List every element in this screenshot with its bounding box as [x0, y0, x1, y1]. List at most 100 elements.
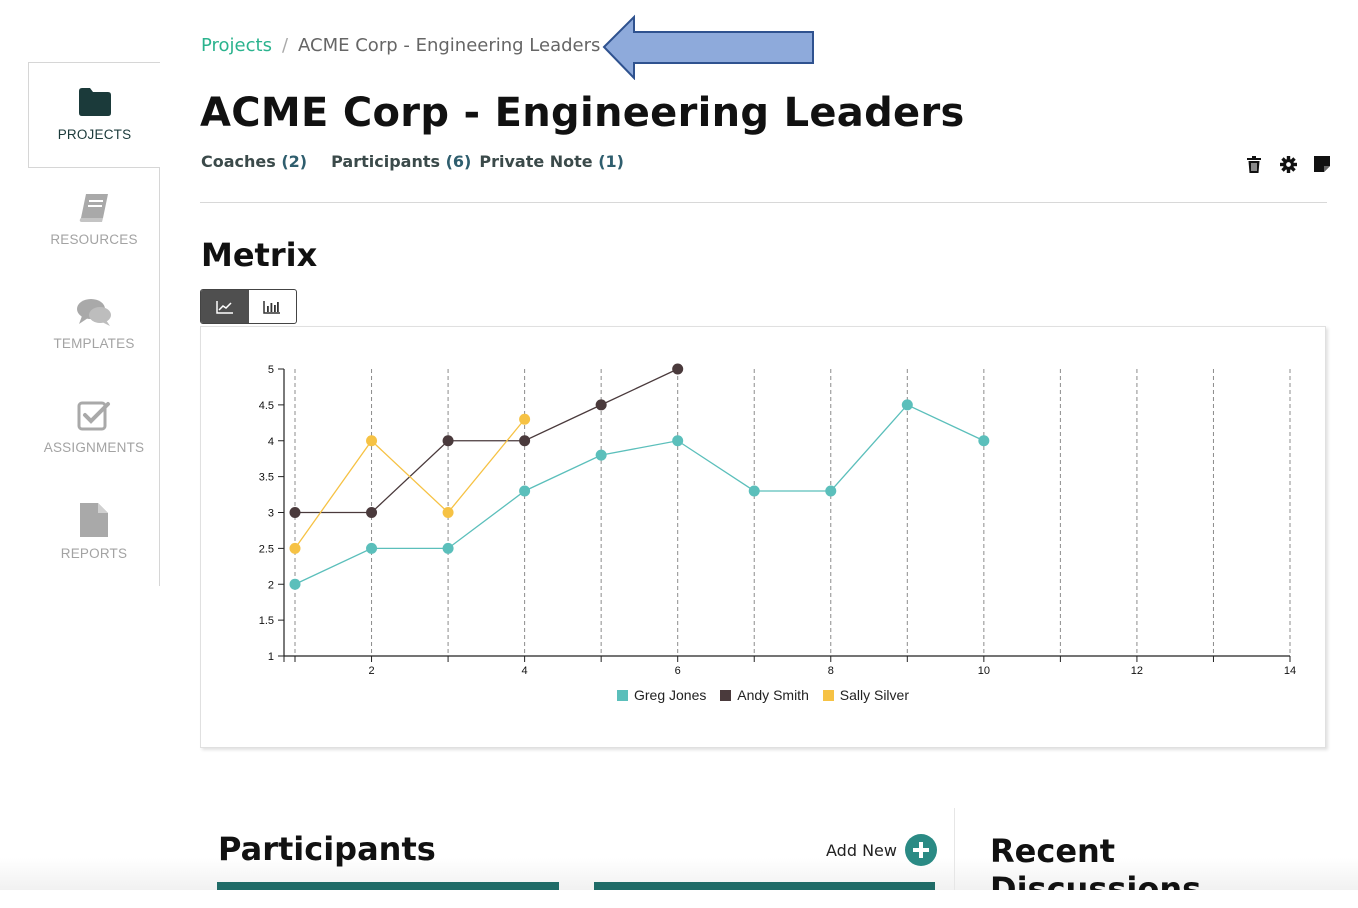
tab-count: (2): [281, 152, 308, 171]
project-subnav: Coaches (2) Participants (6) Private Note …: [201, 152, 624, 171]
x-tick-label: 4: [522, 665, 528, 677]
data-point: [442, 435, 454, 447]
plus-circle-icon: [904, 834, 937, 866]
checkbox-icon: [77, 401, 110, 431]
metrix-chart-panel: 2 4 6 8 10 12 14 1 1.5 2 2.5 3 3.5 4 4.5 5 Greg Jones A…: [200, 326, 1326, 748]
breadcrumb: Projects / ACME Corp - Engineering Leaders: [201, 35, 600, 56]
breadcrumb-separator: /: [281, 35, 289, 56]
metrix-title: Metrix: [201, 236, 318, 274]
add-new-label: Add New: [826, 840, 897, 860]
data-point: [366, 507, 378, 518]
document-icon: [80, 503, 108, 537]
legend-item[interactable]: Greg Jones: [617, 687, 706, 703]
sidebar: PROJECTS RESOURCES TEMPLATES ASSIGNMENTS: [28, 62, 160, 586]
breadcrumb-projects-link[interactable]: Projects: [201, 35, 272, 56]
data-point: [519, 485, 531, 497]
chat-bubbles-icon: [77, 299, 111, 326]
sidebar-item-label: REPORTS: [60, 546, 128, 561]
y-tick-label: 4: [268, 436, 274, 448]
sidebar-item-label: ASSIGNMENTS: [43, 440, 145, 455]
note-button[interactable]: [1312, 154, 1332, 174]
participant-card[interactable]: [217, 882, 559, 890]
x-tick-label: 10: [978, 665, 990, 677]
settings-button[interactable]: [1278, 154, 1298, 174]
participant-card[interactable]: [594, 882, 935, 890]
x-tick-label: 2: [368, 665, 374, 677]
chart-view-toggle: [200, 289, 297, 324]
y-tick-label: 2.5: [259, 543, 274, 555]
legend-swatch: [822, 690, 834, 701]
bar-chart-view-button[interactable]: [249, 290, 297, 323]
tab-label: Private Note: [479, 152, 593, 171]
sidebar-item-label: PROJECTS: [57, 127, 132, 142]
x-tick-label: 14: [1284, 665, 1296, 677]
data-point: [442, 542, 454, 554]
legend-swatch: [720, 690, 732, 701]
metrix-line-chart: 2 4 6 8 10 12 14 1 1.5 2 2.5 3 3.5 4 4.5 5: [259, 363, 1296, 677]
legend-item[interactable]: Andy Smith: [720, 687, 809, 703]
y-tick-label: 2: [268, 579, 274, 591]
breadcrumb-current: ACME Corp - Engineering Leaders: [298, 35, 601, 56]
project-toolbar: [1244, 154, 1332, 174]
data-point: [519, 435, 531, 447]
participants-title: Participants: [218, 830, 436, 868]
tab-private-note[interactable]: Private Note (1): [479, 152, 624, 171]
x-tick-label: 6: [675, 665, 681, 677]
x-tick-label: 12: [1131, 665, 1143, 677]
legend-label: Andy Smith: [737, 687, 809, 703]
line-chart-view-button[interactable]: [201, 290, 249, 323]
data-point: [289, 507, 301, 518]
header-divider: [200, 202, 1327, 203]
sidebar-item-templates[interactable]: TEMPLATES: [28, 298, 160, 351]
sidebar-item-projects[interactable]: PROJECTS: [28, 62, 160, 168]
series-line: [294, 404, 985, 585]
data-point: [595, 399, 607, 411]
legend-label: Greg Jones: [634, 687, 707, 703]
column-divider: [954, 808, 955, 890]
data-point: [672, 435, 684, 447]
y-tick-label: 3: [268, 508, 274, 520]
line-chart-icon: [216, 300, 233, 314]
series-line: [295, 368, 678, 514]
sidebar-item-assignments[interactable]: ASSIGNMENTS: [28, 400, 160, 455]
gear-icon: [1279, 155, 1297, 173]
tab-count: (6): [445, 152, 472, 171]
sidebar-divider: [159, 168, 160, 586]
data-point: [748, 485, 760, 497]
book-icon: [79, 194, 108, 222]
bar-chart-icon: [263, 300, 281, 314]
viewport-bottom-edge: [0, 890, 1358, 902]
data-point: [595, 449, 607, 461]
y-tick-label: 1.5: [259, 615, 274, 627]
folder-icon: [78, 88, 111, 116]
tab-participants[interactable]: Participants (6): [331, 152, 471, 171]
sidebar-item-label: TEMPLATES: [53, 336, 135, 351]
data-point: [366, 542, 378, 554]
data-point: [672, 363, 684, 375]
legend-swatch: [617, 690, 628, 701]
delete-button[interactable]: [1244, 154, 1264, 174]
data-point: [825, 485, 837, 497]
note-icon: [1314, 156, 1330, 172]
data-point: [366, 435, 378, 447]
data-point: [289, 542, 301, 554]
data-point: [519, 413, 531, 425]
tab-label: Participants: [331, 152, 441, 171]
tab-label: Coaches: [201, 152, 276, 171]
legend-item[interactable]: Sally Silver: [822, 687, 909, 703]
sidebar-item-resources[interactable]: RESOURCES: [28, 192, 160, 247]
tab-coaches[interactable]: Coaches (2): [201, 152, 307, 171]
sidebar-item-reports[interactable]: REPORTS: [28, 502, 160, 561]
legend-label: Sally Silver: [839, 687, 909, 703]
y-tick-label: 3.5: [259, 472, 274, 484]
chart-legend: Greg Jones Andy Smith Sally Silver: [201, 687, 1325, 703]
series-line: [294, 418, 526, 549]
y-tick-label: 4.5: [259, 400, 274, 412]
trash-icon: [1247, 155, 1261, 173]
x-tick-label: 8: [828, 665, 834, 677]
add-participant-button[interactable]: Add New: [826, 834, 937, 866]
page-title: ACME Corp - Engineering Leaders: [200, 90, 965, 136]
tab-count: (1): [598, 152, 624, 171]
sidebar-item-label: RESOURCES: [50, 232, 138, 247]
data-point: [289, 578, 301, 590]
